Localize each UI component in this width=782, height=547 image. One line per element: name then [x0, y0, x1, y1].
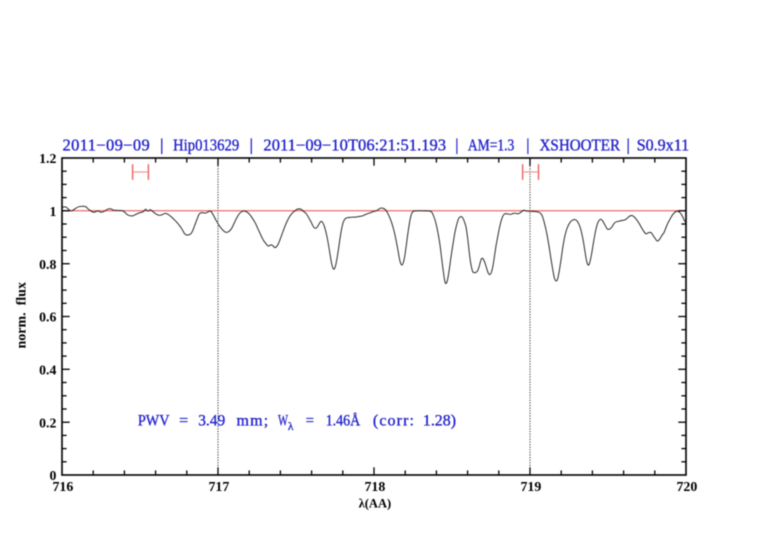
svg-text:0.2: 0.2: [39, 415, 56, 430]
svg-text:720: 720: [676, 480, 697, 495]
svg-text:0.4: 0.4: [39, 362, 56, 377]
svg-text:716: 716: [52, 480, 73, 495]
svg-text:norm. flux: norm. flux: [14, 282, 29, 349]
svg-text:717: 717: [208, 480, 229, 495]
svg-text:0.6: 0.6: [39, 310, 56, 325]
svg-text:718: 718: [364, 480, 385, 495]
svg-text:1.2: 1.2: [39, 151, 56, 166]
svg-text:0.8: 0.8: [39, 257, 56, 272]
svg-text:λ(AA): λ(AA): [359, 496, 392, 510]
svg-text:719: 719: [520, 480, 541, 495]
svg-text:1: 1: [49, 204, 56, 219]
svg-text:0: 0: [49, 468, 56, 483]
svg-text:2011−09−09|Hip013629|2011−09−1: 2011−09−09 | Hip013629 | 2011−09−10T06:21:51…: [63, 136, 690, 155]
